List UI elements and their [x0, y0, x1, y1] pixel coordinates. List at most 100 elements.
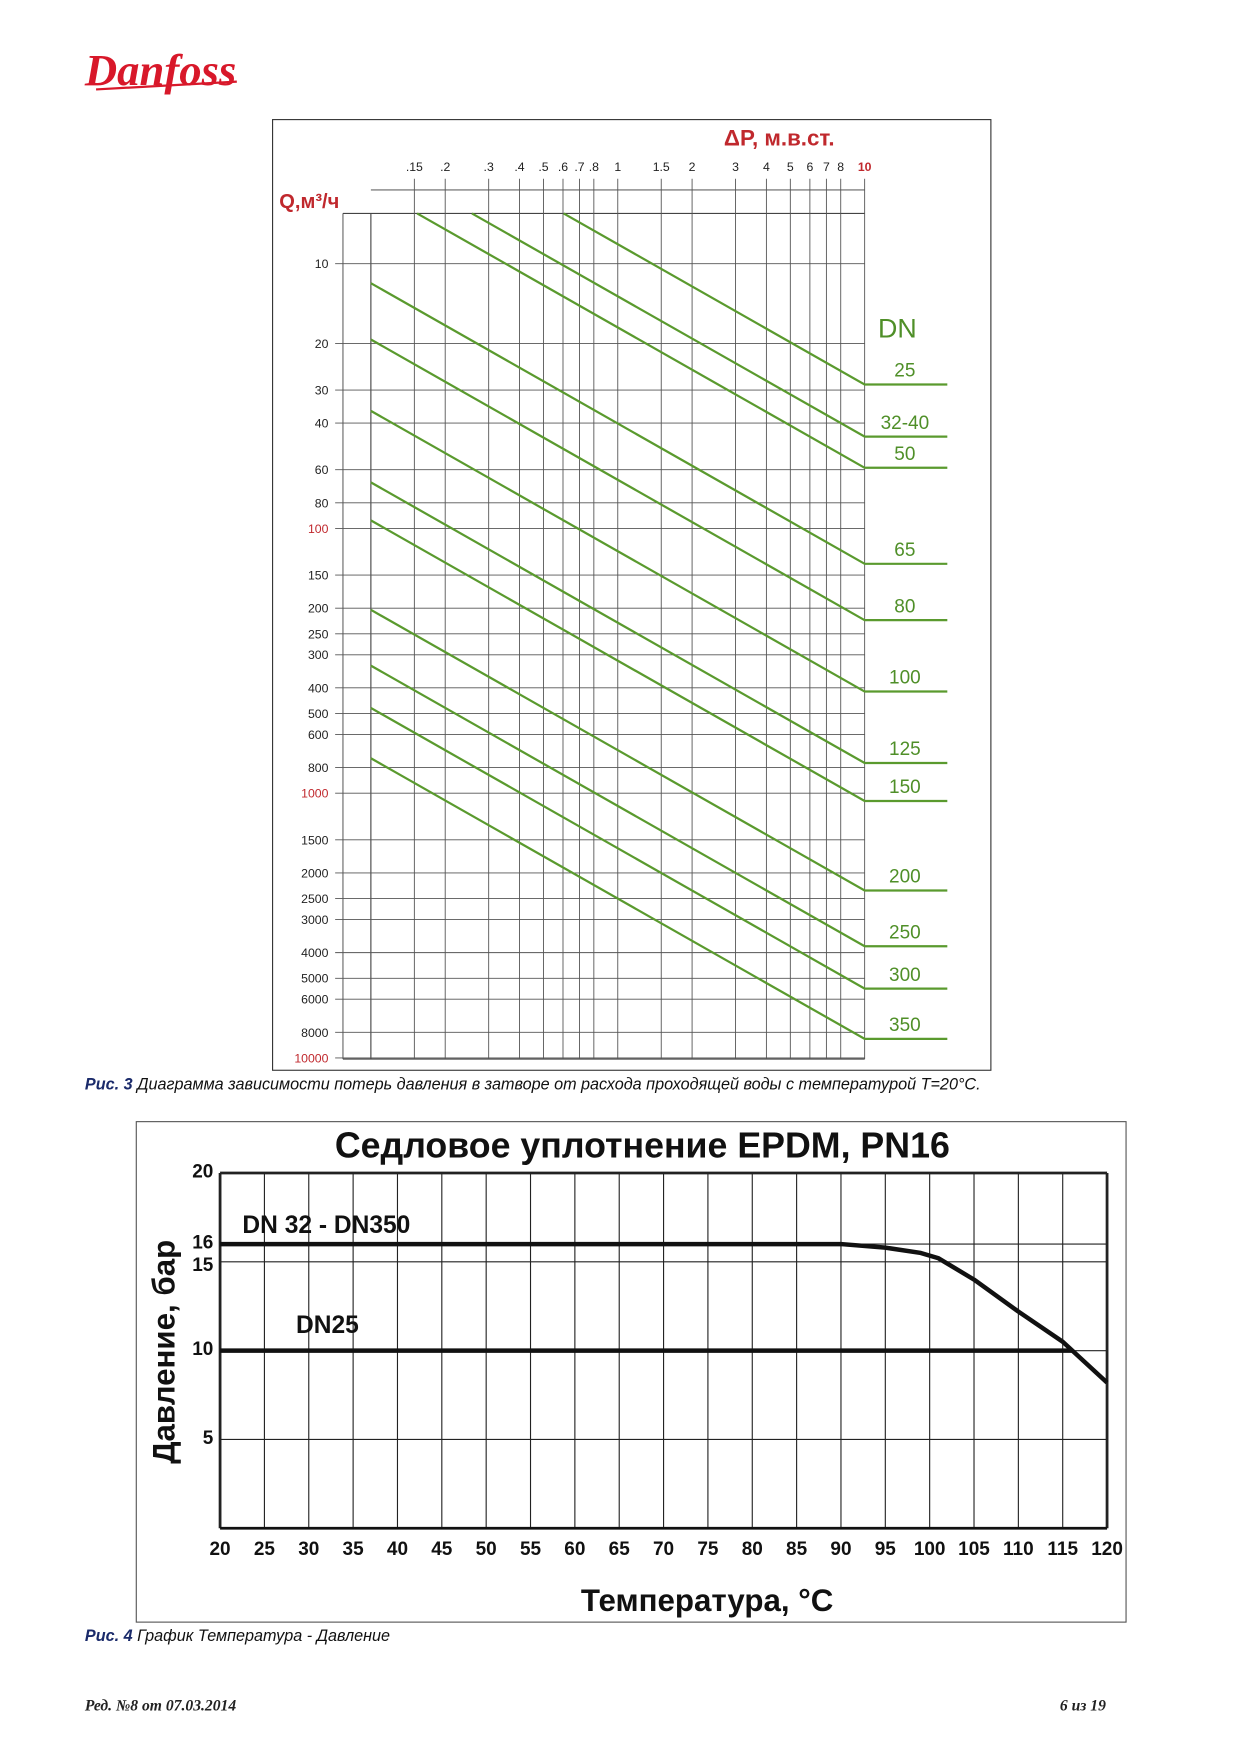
figure4-caption-number: Рис. 4 — [85, 1627, 133, 1645]
chart1-y-tick-label: 600 — [308, 728, 329, 742]
dn-curve-65 — [370, 282, 948, 565]
chart2-x-tick-label: 105 — [958, 1539, 990, 1560]
chart2-x-tick-label: 25 — [254, 1539, 276, 1560]
chart1-y-tick-label: 150 — [308, 569, 329, 583]
dn-label-350: 350 — [889, 1015, 921, 1036]
chart1-x-tick-label: 7 — [823, 160, 830, 174]
pressure-curve-0 — [220, 1241, 1109, 1385]
dn-curve-125 — [370, 481, 948, 765]
chart1-y-tick-label: 100 — [308, 522, 329, 536]
chart2-x-tick-label: 70 — [653, 1539, 674, 1560]
chart2-title: Седловое уплотнение EPDM, PN16 — [335, 1125, 950, 1165]
dn-curve-32-40 — [471, 212, 948, 438]
chart1-x-tick-label: .2 — [440, 160, 450, 174]
dn-curve-25 — [563, 212, 948, 386]
chart2-x-tick-label: 90 — [830, 1539, 851, 1560]
chart2-frame — [135, 1121, 1127, 1623]
dn-label-300: 300 — [889, 965, 921, 986]
chart1-y-tick-label: 80 — [315, 496, 329, 510]
dn-curve-50 — [416, 212, 948, 469]
chart2-x-tick-label: 35 — [343, 1539, 365, 1560]
dn-label-150: 150 — [889, 777, 921, 798]
chart1-x-tick-label: .15 — [406, 160, 423, 174]
chart2-x-tick-label: 55 — [520, 1539, 542, 1560]
chart1-x-tick-label: .5 — [538, 160, 548, 174]
series-label-dn25: DN25 — [296, 1312, 359, 1339]
chart1-y-tick-label: 40 — [315, 417, 329, 431]
chart1-legend-title: DN — [878, 313, 917, 343]
dn-curve-250 — [370, 664, 948, 948]
chart2-x-tick-label: 115 — [1047, 1539, 1078, 1560]
chart2-x-tick-label: 65 — [609, 1539, 631, 1560]
chart2-x-title: Температура, °C — [581, 1583, 833, 1618]
chart1-y-tick-label: 1000 — [301, 787, 328, 801]
figure4-caption: Рис. 4 График Температура - Давление — [85, 1627, 390, 1645]
chart2-x-tick-label: 85 — [786, 1539, 808, 1560]
chart2-y-tick-label: 10 — [192, 1339, 213, 1360]
chart1-y-tick-label: 500 — [308, 707, 329, 721]
chart2-y-tick-label: 20 — [192, 1162, 213, 1183]
dn-curve-150 — [370, 519, 948, 803]
temperature-pressure-chart: Седловое уплотнение EPDM, PN16 Температу… — [135, 1121, 1127, 1623]
chart1-x-tick-label: 1.5 — [653, 160, 670, 174]
chart2-x-tick-label: 120 — [1091, 1539, 1123, 1560]
chart1-y-tick-label: 30 — [315, 383, 329, 397]
chart1-y-tick-label: 2000 — [301, 866, 328, 880]
dn-label-200: 200 — [889, 867, 921, 888]
chart1-y-tick-label: 10 — [315, 257, 329, 271]
dn-label-50: 50 — [894, 444, 915, 465]
chart1-y-tick-label: 2500 — [301, 892, 328, 906]
figure4-caption-text: График Температура - Давление — [133, 1627, 390, 1645]
chart2-x-tick-label: 80 — [742, 1539, 763, 1560]
chart2-x-tick-label: 50 — [476, 1539, 497, 1560]
chart1-y-tick-label: 4000 — [301, 946, 328, 960]
dn-label-25: 25 — [894, 361, 915, 382]
chart1-x-tick-label: .3 — [484, 160, 494, 174]
chart1-y-tick-label: 5000 — [301, 972, 328, 986]
dn-curve-200 — [370, 608, 948, 892]
chart2-x-tick-label: 60 — [564, 1539, 585, 1560]
chart1-y-tick-label: 400 — [308, 681, 329, 695]
chart1-x-tick-label: 1 — [614, 160, 621, 174]
chart1-x-tick-label: .8 — [589, 160, 599, 174]
chart2-y-tick-label: 5 — [203, 1428, 214, 1449]
dn-label-250: 250 — [889, 922, 921, 943]
chart1-y-tick-label: 1500 — [301, 833, 328, 847]
chart1-y-tick-label: 250 — [308, 627, 329, 641]
chart1-y-title: Q,м³/ч — [279, 191, 339, 213]
chart2-x-tick-label: 30 — [298, 1539, 319, 1560]
chart1-x-tick-label: 10 — [858, 160, 872, 174]
chart1-y-tick-label: 20 — [315, 337, 329, 351]
chart1-y-tick-label: 3000 — [301, 913, 328, 927]
footer-page-number: 6 из 19 — [1060, 1697, 1106, 1714]
dn-label-80: 80 — [894, 596, 915, 617]
chart2-x-tick-label: 20 — [210, 1539, 231, 1560]
chart2-x-tick-label: 40 — [387, 1539, 408, 1560]
chart2-x-tick-label: 45 — [431, 1539, 453, 1560]
figure3-caption: Рис. 3 Диаграмма зависимости потерь давл… — [85, 1075, 981, 1093]
danfoss-logo: Danfoss — [84, 45, 236, 95]
chart1-y-tick-label: 200 — [308, 602, 329, 616]
dn-curve-350 — [370, 757, 948, 1040]
dn-label-65: 65 — [894, 540, 915, 561]
chart1-x-tick-label: 3 — [732, 160, 739, 174]
chart1-y-tick-label: 6000 — [301, 993, 328, 1007]
chart1-x-tick-label: 6 — [806, 160, 813, 174]
chart1-x-tick-label: 8 — [837, 160, 844, 174]
chart2-x-tick-label: 95 — [875, 1539, 897, 1560]
chart1-y-tick-label: 60 — [315, 463, 329, 477]
chart2-y-tick-label: 16 — [192, 1233, 213, 1254]
chart2-y-title: Давление, бар — [146, 1240, 181, 1464]
chart1-x-tick-label: .6 — [558, 160, 568, 174]
chart1-y-tick-label: 300 — [308, 648, 329, 662]
chart2-x-tick-label: 110 — [1003, 1539, 1034, 1560]
dn-curve-300 — [370, 706, 948, 990]
chart1-x-tick-label: 5 — [787, 160, 794, 174]
chart2-x-tick-label: 100 — [914, 1539, 946, 1560]
dn-curve-100 — [370, 409, 948, 693]
dn-label-100: 100 — [889, 668, 921, 689]
figure3-caption-number: Рис. 3 — [85, 1075, 133, 1093]
dn-label-125: 125 — [889, 739, 921, 760]
chart1-frame — [272, 119, 992, 1071]
